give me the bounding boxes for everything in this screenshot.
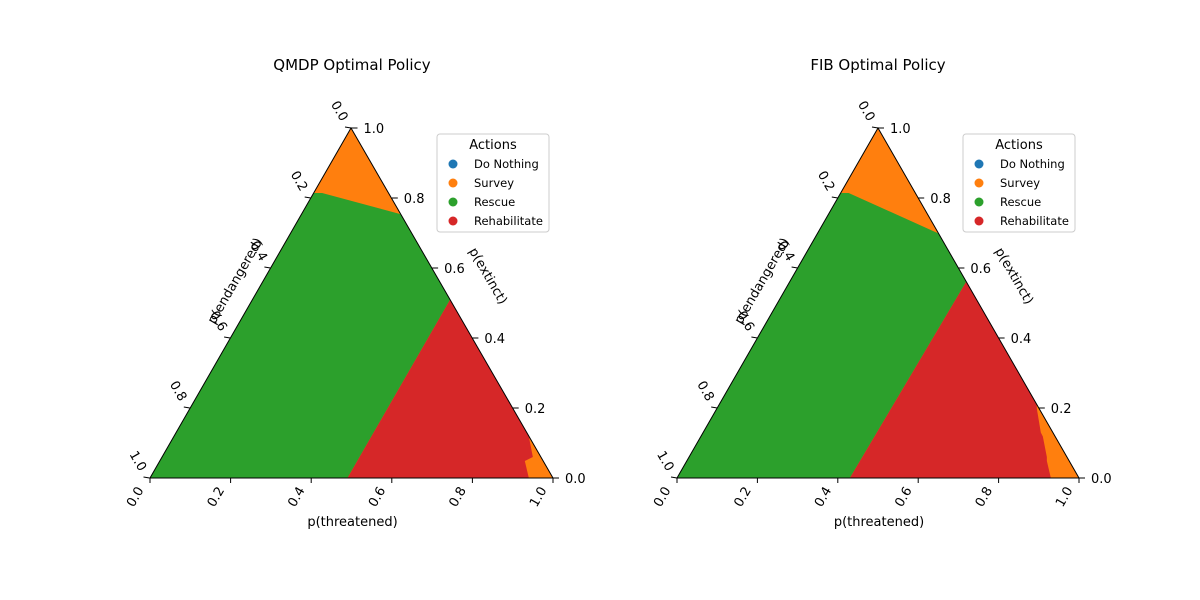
legend-marker-do-nothing bbox=[974, 159, 984, 169]
legend-frame bbox=[962, 133, 1076, 233]
right-tick-label: 0.4 bbox=[1011, 332, 1032, 347]
right-axis-label: p(extinct) bbox=[991, 245, 1036, 307]
left-tick-mark bbox=[670, 476, 678, 479]
left-tick-label: 0.2 bbox=[287, 169, 310, 194]
right-tick-label: 0.4 bbox=[484, 332, 505, 347]
legend-marker-rescue bbox=[448, 197, 458, 207]
bottom-tick-label: 0.2 bbox=[732, 485, 755, 510]
right-tick-label: 0.8 bbox=[930, 192, 951, 207]
right-tick-label: 0.6 bbox=[970, 262, 991, 277]
left-tick-mark bbox=[831, 196, 838, 199]
legend-label-rescue: Rescue bbox=[474, 195, 515, 209]
right-tick-label: 0.8 bbox=[404, 192, 425, 207]
legend-marker-do-nothing bbox=[448, 159, 458, 169]
legend-label-survey: Survey bbox=[1000, 176, 1040, 190]
bottom-tick-label: 0.4 bbox=[812, 485, 835, 510]
ternary-panel-2: 0.0 0.2 0.4 0.6 0.8 1.0 0.0 0.2 0.4 0.6 0.8 1.0 0.0 0… bbox=[651, 56, 1112, 530]
triangle-frame bbox=[149, 126, 554, 479]
bottom-tick-label: 0.4 bbox=[285, 485, 308, 510]
bottom-tick-label: 0.6 bbox=[366, 485, 389, 510]
left-tick-label: 0.0 bbox=[327, 99, 350, 124]
legend-marker-rehabilitate bbox=[448, 216, 458, 226]
right-tick-label: 0.2 bbox=[525, 402, 546, 417]
legend: Actions Do Nothing Survey Rescue Rehabilitat… bbox=[962, 133, 1076, 233]
left-tick-label: 1.0 bbox=[653, 449, 676, 474]
legend-title: Actions bbox=[469, 138, 517, 153]
legend-label-rescue: Rescue bbox=[1000, 195, 1041, 209]
chart-title: QMDP Optimal Policy bbox=[273, 56, 430, 74]
right-tick-label: 1.0 bbox=[364, 122, 385, 137]
left-tick-mark bbox=[143, 476, 150, 479]
left-tick-label: 0.8 bbox=[693, 379, 716, 404]
bottom-tick-label: 0.0 bbox=[651, 485, 674, 510]
bottom-tick-label: 0.8 bbox=[973, 485, 996, 510]
left-tick-label: 0.8 bbox=[166, 379, 189, 404]
legend-marker-survey bbox=[974, 178, 984, 188]
triangle-frame bbox=[676, 126, 1080, 479]
legend-frame bbox=[436, 133, 550, 233]
chart-title: FIB Optimal Policy bbox=[810, 56, 945, 74]
right-tick-label: 0.0 bbox=[1091, 472, 1112, 487]
legend-marker-survey bbox=[448, 178, 458, 188]
bottom-axis-label: p(threatened) bbox=[834, 515, 924, 530]
left-tick-mark bbox=[711, 406, 718, 409]
legend: Actions Do Nothing Survey Rescue Rehabilitat… bbox=[436, 133, 550, 233]
region-rescue bbox=[150, 193, 481, 478]
bottom-tick-label: 0.6 bbox=[892, 485, 915, 510]
legend-label-do-nothing: Do Nothing bbox=[474, 157, 539, 171]
ternary-panel-1: 0.0 0.2 0.4 0.6 0.8 1.0 0.0 0.2 0.4 0.6 0.8 1.0 0.0 0… bbox=[124, 56, 586, 530]
legend-label-rehabilitate: Rehabilitate bbox=[1000, 214, 1069, 228]
left-tick-mark bbox=[871, 126, 879, 129]
bottom-tick-label: 0.0 bbox=[124, 485, 147, 510]
legend-title: Actions bbox=[995, 138, 1043, 153]
bottom-tick-label: 1.0 bbox=[1053, 485, 1076, 510]
legend-label-do-nothing: Do Nothing bbox=[1000, 157, 1065, 171]
left-tick-label: 0.2 bbox=[814, 169, 837, 194]
left-tick-label: 0.0 bbox=[854, 99, 877, 124]
bottom-tick-label: 0.8 bbox=[447, 485, 470, 510]
right-axis-label: p(extinct) bbox=[465, 245, 510, 307]
legend-marker-rescue bbox=[974, 197, 984, 207]
bottom-axis-label: p(threatened) bbox=[307, 515, 397, 530]
right-tick-label: 0.0 bbox=[565, 472, 586, 487]
legend-label-survey: Survey bbox=[474, 176, 514, 190]
left-tick-mark bbox=[304, 196, 311, 199]
legend-label-rehabilitate: Rehabilitate bbox=[474, 214, 543, 228]
right-tick-label: 0.6 bbox=[444, 262, 465, 277]
left-tick-mark bbox=[791, 266, 798, 269]
bottom-tick-label: 1.0 bbox=[527, 485, 550, 510]
bottom-tick-label: 0.2 bbox=[205, 485, 228, 510]
left-tick-mark bbox=[344, 126, 352, 129]
region-rescue bbox=[677, 193, 979, 478]
right-tick-label: 1.0 bbox=[890, 122, 911, 137]
left-tick-mark bbox=[224, 336, 231, 339]
left-tick-label: 1.0 bbox=[126, 449, 149, 474]
left-tick-mark bbox=[751, 336, 758, 339]
right-tick-label: 0.2 bbox=[1051, 402, 1072, 417]
legend-marker-rehabilitate bbox=[974, 216, 984, 226]
left-tick-mark bbox=[264, 266, 271, 269]
left-tick-mark bbox=[183, 406, 190, 409]
